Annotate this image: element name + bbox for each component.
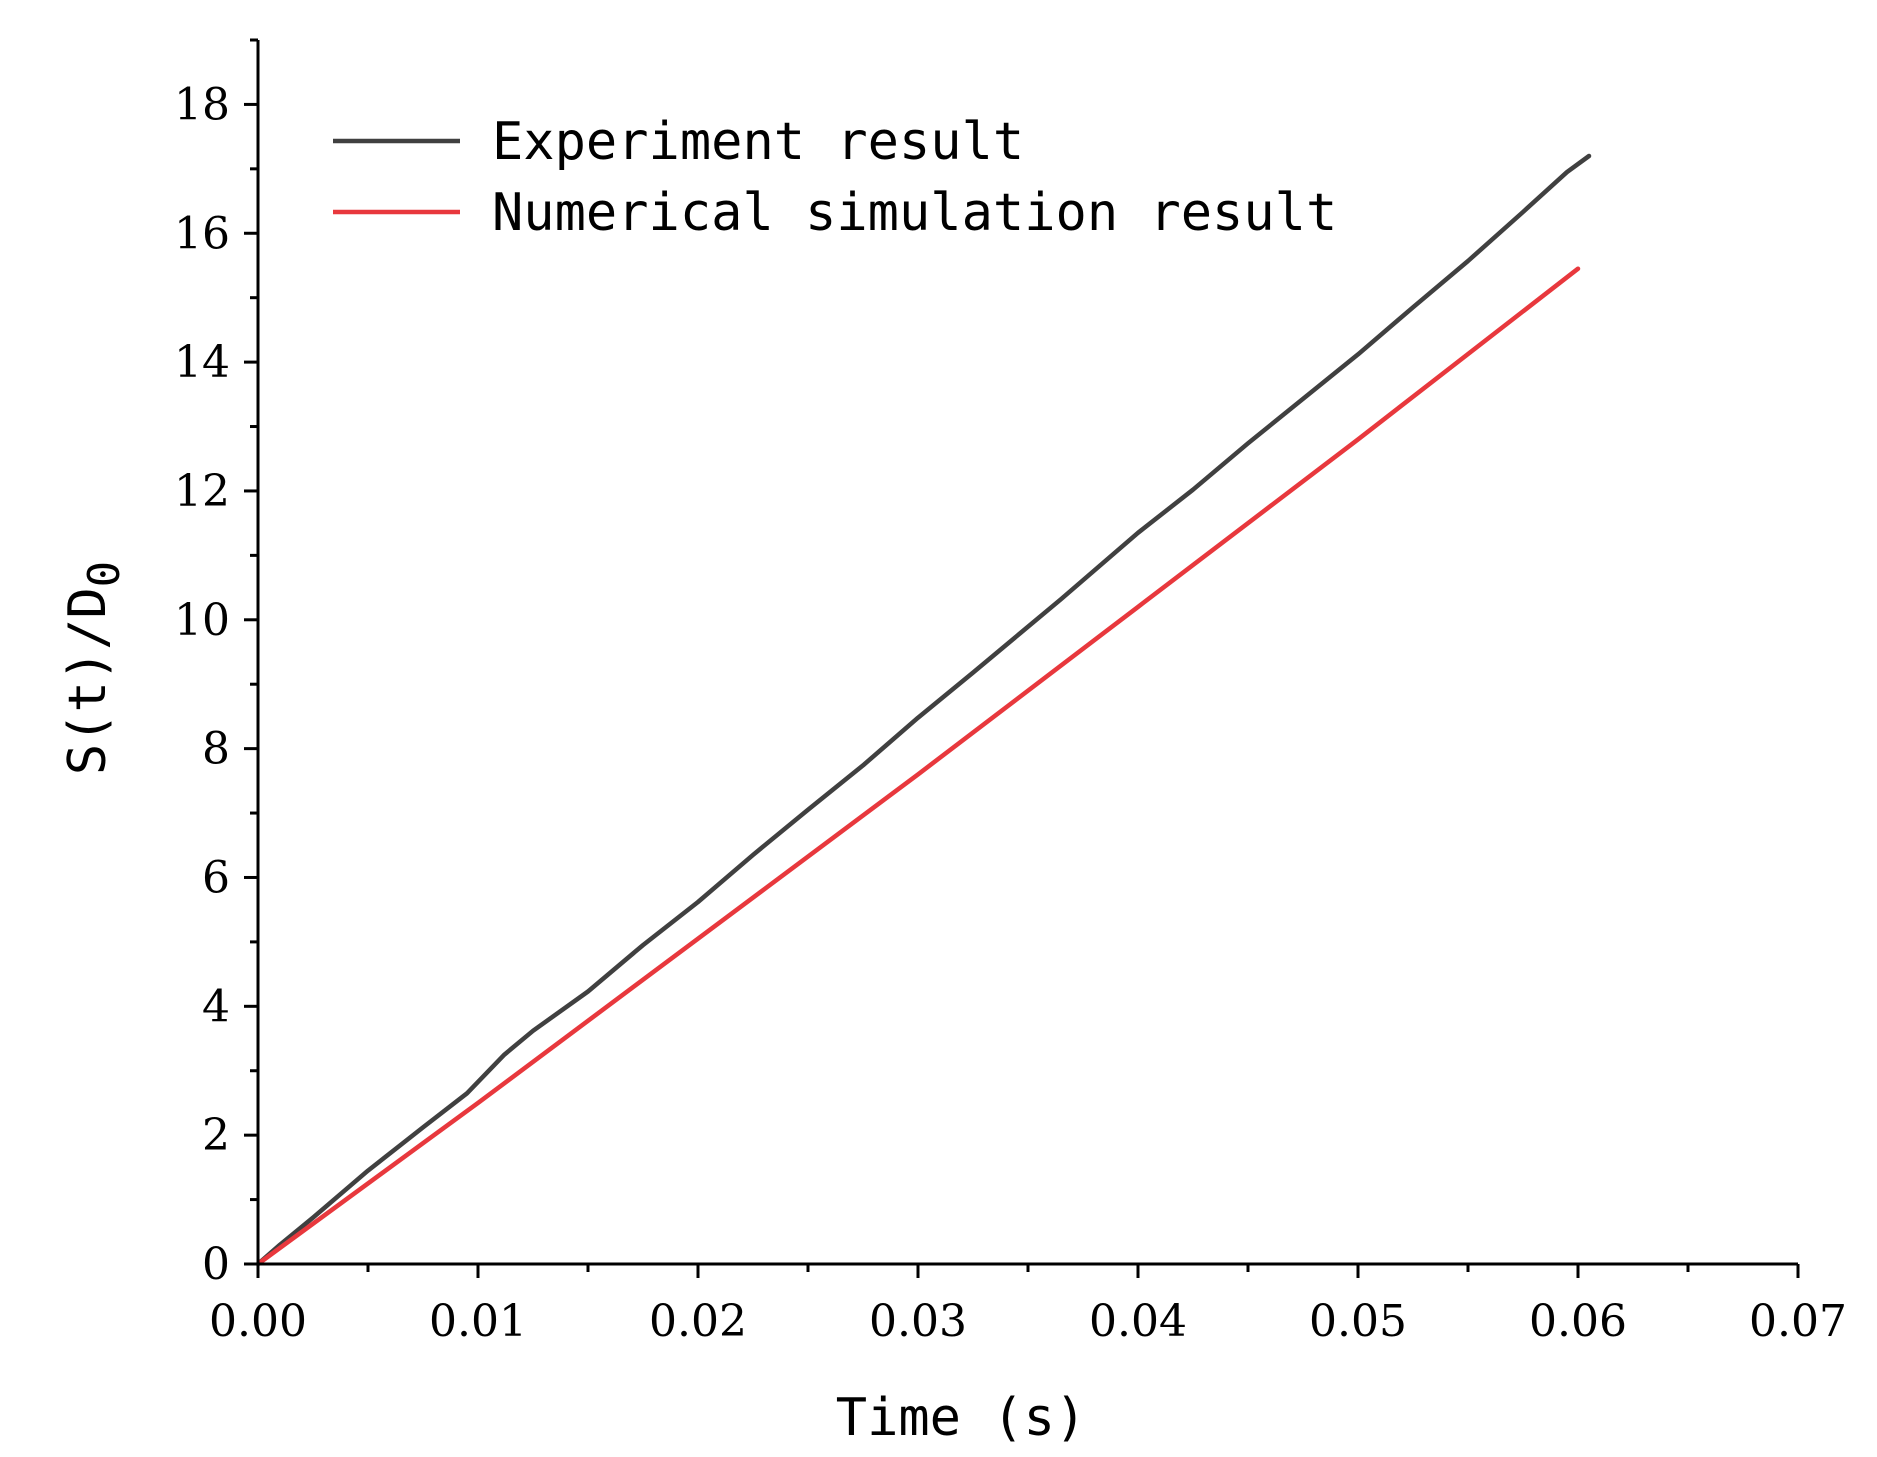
y-axis-title-subscript: 0 xyxy=(79,561,130,588)
y-tick-label: 6 xyxy=(202,852,230,903)
y-tick-label: 12 xyxy=(174,466,230,517)
x-tick-label: 0.03 xyxy=(869,1296,967,1347)
y-axis-title: S(t)/D0 xyxy=(58,561,130,775)
y-tick-label: 0 xyxy=(202,1239,230,1290)
plot-series xyxy=(255,153,1592,1267)
y-tick-label: 10 xyxy=(174,595,230,646)
y-tick-label: 18 xyxy=(174,79,230,130)
x-tick-label: 0.02 xyxy=(649,1296,747,1347)
y-axis-title-main: S(t)/D xyxy=(58,587,118,775)
legend-label: Numerical simulation result xyxy=(492,183,1337,243)
legend: Experiment result Numerical simulation re… xyxy=(333,112,1337,243)
simulation-series-line xyxy=(255,266,1581,1267)
svg-text:S(t)/D0: S(t)/D0 xyxy=(58,561,130,775)
y-tick-label: 8 xyxy=(202,724,230,775)
x-axis-title: Time (s) xyxy=(836,1388,1086,1448)
x-tick-label: 0.00 xyxy=(209,1296,307,1347)
axes: 0.00 0.01 0.02 0.03 0.04 0.05 0.06 0.07 0 2 4 6 8 10 1… xyxy=(174,38,1847,1347)
x-tick-label: 0.07 xyxy=(1749,1296,1847,1347)
x-tick-label: 0.01 xyxy=(429,1296,527,1347)
y-tick-label: 14 xyxy=(174,337,230,388)
x-tick-label: 0.05 xyxy=(1309,1296,1407,1347)
y-tick-label: 16 xyxy=(174,208,230,259)
experiment-series-line xyxy=(255,153,1592,1267)
legend-label: Experiment result xyxy=(492,112,1024,172)
y-tick-label: 4 xyxy=(202,981,230,1032)
x-tick-label: 0.04 xyxy=(1089,1296,1187,1347)
y-tick-label: 2 xyxy=(202,1110,230,1161)
x-tick-label: 0.06 xyxy=(1529,1296,1627,1347)
